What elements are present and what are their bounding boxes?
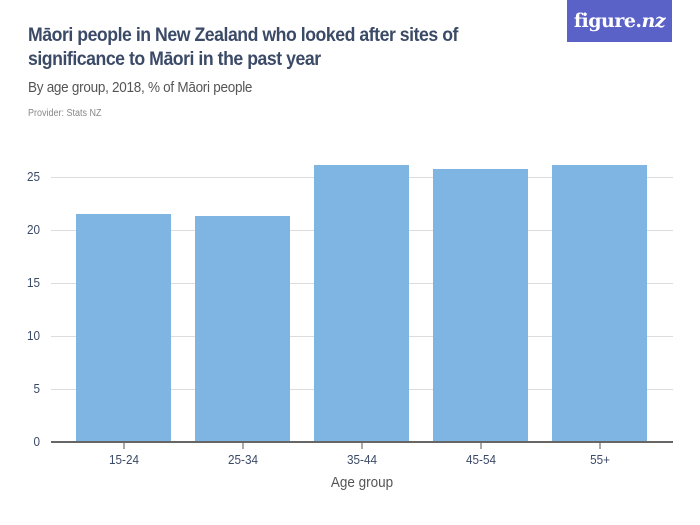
bar-55+[interactable]	[552, 165, 647, 442]
y-tick-label: 15	[26, 275, 40, 290]
bar-25-34[interactable]	[195, 216, 290, 442]
bar-15-24[interactable]	[76, 214, 171, 442]
y-tick-label: 25	[26, 169, 40, 184]
y-tick-label: 10	[26, 328, 40, 343]
bar-45-54[interactable]	[433, 169, 528, 442]
bar-35-44[interactable]	[314, 165, 409, 442]
logo-text-accent: nz	[641, 10, 666, 32]
x-tick-mark	[599, 443, 601, 449]
x-tick-label: 45-54	[466, 452, 496, 467]
figure-nz-logo[interactable]: figure. nz	[567, 0, 672, 42]
provider-credit: Provider: Stats NZ	[28, 108, 102, 119]
x-tick-label: 25-34	[228, 452, 258, 467]
x-tick-mark	[361, 443, 363, 449]
x-axis-label: Age group	[330, 474, 394, 491]
chart-title: Māori people in New Zealand who looked a…	[28, 25, 458, 70]
x-tick-mark	[480, 443, 482, 449]
y-tick-label: 5	[33, 381, 40, 396]
y-tick-label: 20	[26, 222, 40, 237]
x-tick-mark	[242, 443, 244, 449]
x-tick-mark	[123, 443, 125, 449]
x-tick-label: 15-24	[109, 452, 139, 467]
x-tick-label: 55+	[590, 452, 610, 467]
logo-text-main: figure.	[573, 10, 642, 32]
chart-subtitle: By age group, 2018, % of Māori people	[28, 79, 253, 96]
x-tick-label: 35-44	[347, 452, 377, 467]
x-axis-line	[51, 441, 673, 443]
y-tick-label: 0	[33, 434, 40, 449]
